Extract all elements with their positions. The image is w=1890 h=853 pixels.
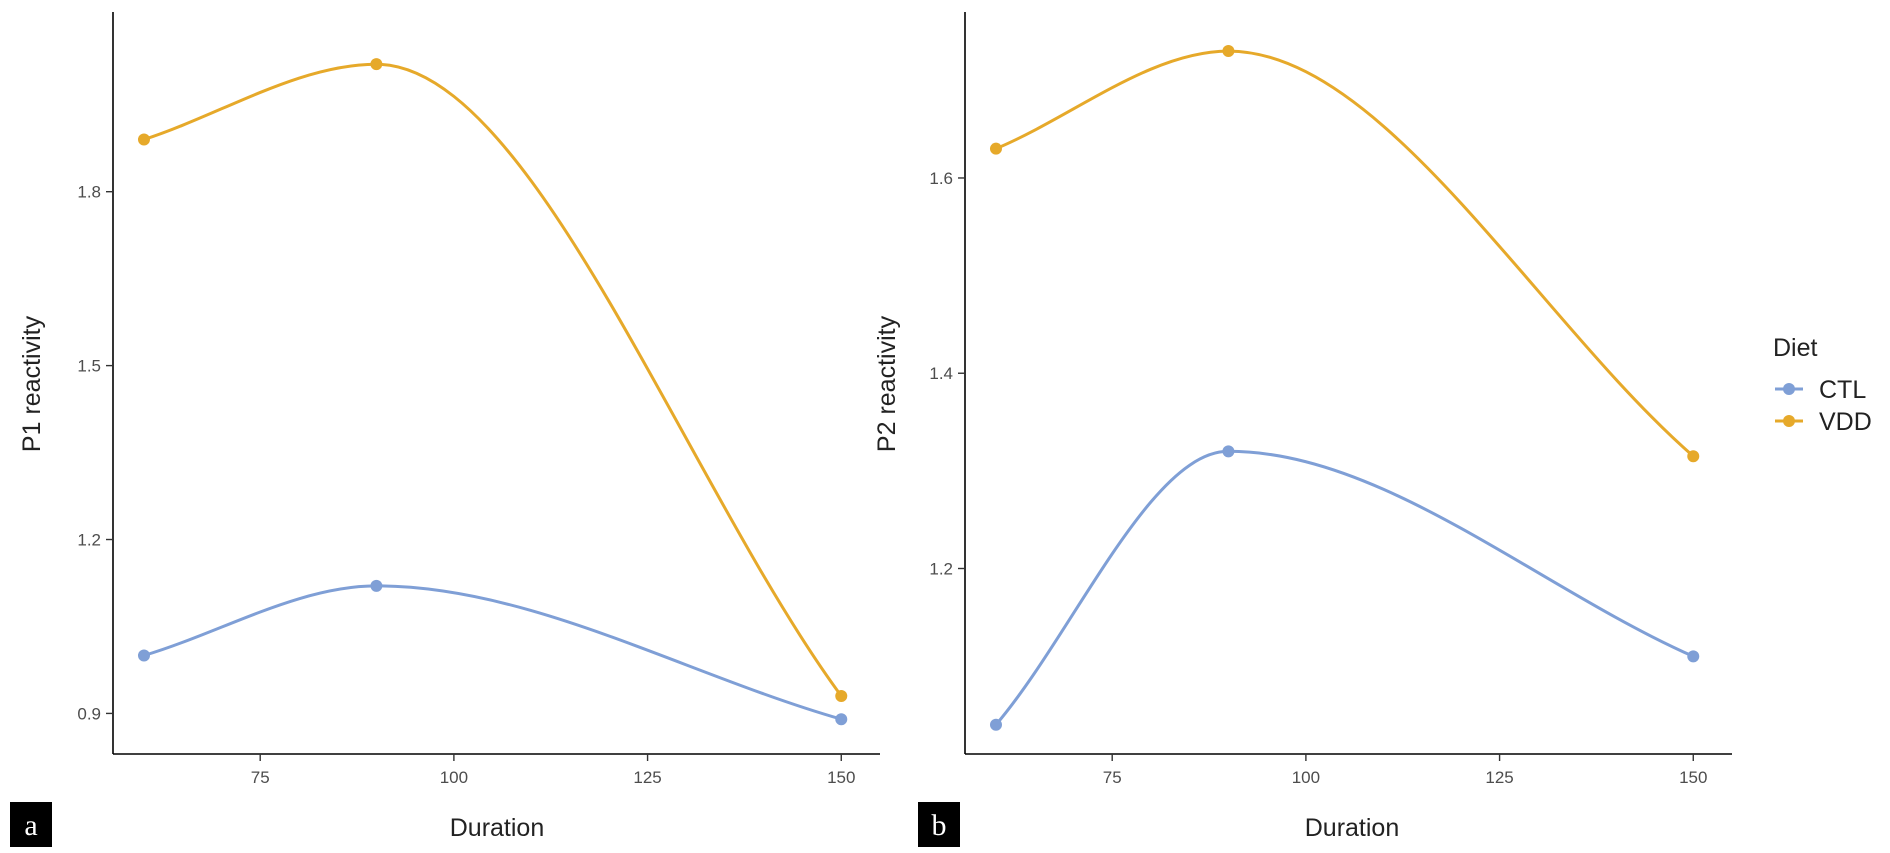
data-point-vdd-b xyxy=(1687,450,1700,463)
y-tick-label-a: 1.5 xyxy=(77,357,101,376)
y-tick-label-a: 1.8 xyxy=(77,183,101,202)
y-tick-label-b: 1.2 xyxy=(929,560,953,579)
panel-a: 75 100 125 150 0.9 1.2 1.5 1.8 Duration P1 reac… xyxy=(10,12,880,847)
x-tick-label-a: 125 xyxy=(633,768,661,787)
legend-entry-ctl: CTL xyxy=(1775,376,1866,404)
data-point-ctl-a xyxy=(137,649,150,662)
x-axis-title-a: Duration xyxy=(450,814,545,842)
data-point-vdd-a xyxy=(835,690,848,703)
data-point-vdd-b xyxy=(1222,45,1235,58)
x-tick-label-a: 100 xyxy=(440,768,468,787)
panel-label-box-b xyxy=(918,802,960,847)
y-tick-label-a: 0.9 xyxy=(77,704,101,723)
legend-entry-vdd: VDD xyxy=(1775,408,1872,436)
data-point-ctl-a xyxy=(370,579,383,592)
panel-b: 75 100 125 150 1.2 1.4 1.6 Duration P2 reactiv… xyxy=(873,12,1732,847)
y-axis-title-b: P2 reactivity xyxy=(873,315,901,452)
x-tick-label-a: 150 xyxy=(827,768,855,787)
legend-label-ctl: CTL xyxy=(1819,376,1866,404)
x-tick-label-b: 75 xyxy=(1103,768,1122,787)
series-line-vdd-b xyxy=(994,49,1695,458)
x-tick-label-b: 100 xyxy=(1292,768,1320,787)
x-tick-label-b: 125 xyxy=(1485,768,1513,787)
legend-key-point-ctl xyxy=(1783,383,1795,395)
y-tick-label-b: 1.4 xyxy=(929,364,953,383)
x-tick-label-b: 150 xyxy=(1679,768,1707,787)
x-axis-title-b: Duration xyxy=(1305,814,1400,842)
series-line-vdd-a xyxy=(142,62,843,698)
data-point-ctl-b xyxy=(989,718,1002,731)
panel-label-b: b xyxy=(932,809,947,842)
y-axis-title-a: P1 reactivity xyxy=(18,315,46,452)
y-tick-label-a: 1.2 xyxy=(77,531,101,550)
legend-title: Diet xyxy=(1773,334,1818,362)
data-point-ctl-b xyxy=(1687,650,1700,663)
data-point-vdd-b xyxy=(989,142,1002,155)
data-point-vdd-a xyxy=(137,133,150,146)
series-line-ctl-b xyxy=(994,449,1695,727)
legend-label-vdd: VDD xyxy=(1819,408,1872,436)
x-tick-label-a: 75 xyxy=(251,768,270,787)
legend-key-point-vdd xyxy=(1783,415,1795,427)
panel-label-a: a xyxy=(24,809,37,842)
panel-label-box-a xyxy=(10,802,52,847)
y-tick-label-b: 1.6 xyxy=(929,169,953,188)
legend: Diet CTL VDD xyxy=(1773,334,1872,436)
data-point-ctl-a xyxy=(835,713,848,726)
data-point-vdd-a xyxy=(370,58,383,71)
series-line-ctl-a xyxy=(142,584,843,721)
data-point-ctl-b xyxy=(1222,445,1235,458)
